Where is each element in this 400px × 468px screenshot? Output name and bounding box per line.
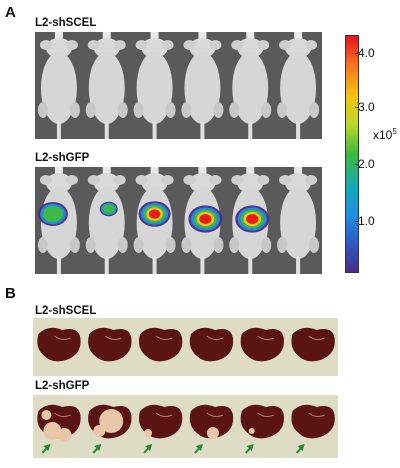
top-liver-6 xyxy=(291,327,335,362)
top-mouse-4 xyxy=(181,32,224,139)
liver-photo-top xyxy=(33,318,338,376)
colorbar-unit: x105 xyxy=(373,127,397,142)
green-arrow-icon xyxy=(92,444,102,454)
tumor-nodule xyxy=(144,429,153,437)
group-label-b-bottom: L2-shGFP xyxy=(35,380,90,392)
tumor-nodule xyxy=(93,425,106,437)
top-mouse-1 xyxy=(37,32,80,139)
bioluminescence-signal xyxy=(99,201,118,217)
tumor-nodule xyxy=(41,410,52,420)
green-arrow-icon xyxy=(194,444,203,454)
bottom-liver-1 xyxy=(37,404,81,454)
bioluminescence-signal xyxy=(37,202,68,226)
bottom-mouse-2 xyxy=(85,167,128,274)
tumor-nodule xyxy=(206,427,219,439)
top-liver-5 xyxy=(240,327,284,362)
bioluminescence-signal xyxy=(138,201,171,227)
tumor-nodule xyxy=(57,428,72,442)
colorbar-tick-1: 4.0 xyxy=(355,46,375,60)
top-mouse-3 xyxy=(133,32,176,139)
bottom-mouse-5 xyxy=(229,167,272,274)
panel-letter-a: A xyxy=(5,4,16,21)
green-arrow-icon xyxy=(41,444,51,454)
panel-letter-b: B xyxy=(5,285,16,302)
tumor-nodule xyxy=(43,422,62,440)
green-arrow-icon xyxy=(295,444,305,454)
bottom-mouse-6 xyxy=(277,167,320,274)
liver-row-top xyxy=(37,327,335,362)
liver-row-bottom xyxy=(37,404,335,454)
tumor-nodule xyxy=(99,409,124,433)
green-arrow-icon xyxy=(143,444,153,454)
top-mouse-2 xyxy=(85,32,128,139)
green-arrow-icon xyxy=(244,444,254,454)
top-mouse-5 xyxy=(229,32,272,139)
bottom-liver-5 xyxy=(240,404,284,454)
bottom-liver-6 xyxy=(291,404,335,454)
tumor-nodule xyxy=(248,428,255,434)
top-liver-4 xyxy=(189,327,234,362)
bioluminescence-signal xyxy=(188,205,223,233)
bottom-mouse-4 xyxy=(181,167,224,274)
group-label-a-bottom: L2-shGFP xyxy=(35,152,90,164)
group-label-a-top: L2-shSCEL xyxy=(35,17,97,29)
top-liver-2 xyxy=(88,327,132,362)
colorbar-tick-4: 1.0 xyxy=(355,214,375,228)
mouse-image-strip-top xyxy=(35,32,322,139)
bottom-liver-2 xyxy=(88,404,132,454)
mouse-row-top xyxy=(37,32,320,139)
top-mouse-6 xyxy=(277,32,320,139)
top-liver-1 xyxy=(37,327,81,362)
bioluminescence-colorbar xyxy=(345,35,359,273)
bioluminescence-signal xyxy=(235,205,270,233)
colorbar-tick-3: 2.0 xyxy=(355,157,375,171)
mouse-row-bottom xyxy=(37,167,320,274)
bottom-mouse-1 xyxy=(37,167,80,274)
mouse-image-strip-bottom xyxy=(35,167,322,274)
top-liver-3 xyxy=(138,327,183,362)
group-label-b-top: L2-shSCEL xyxy=(35,305,97,317)
liver-photo-bottom xyxy=(33,395,338,458)
bottom-mouse-3 xyxy=(133,167,176,274)
bottom-liver-3 xyxy=(138,404,183,454)
bottom-liver-4 xyxy=(189,404,234,454)
colorbar-tick-2: 3.0 xyxy=(355,100,375,114)
